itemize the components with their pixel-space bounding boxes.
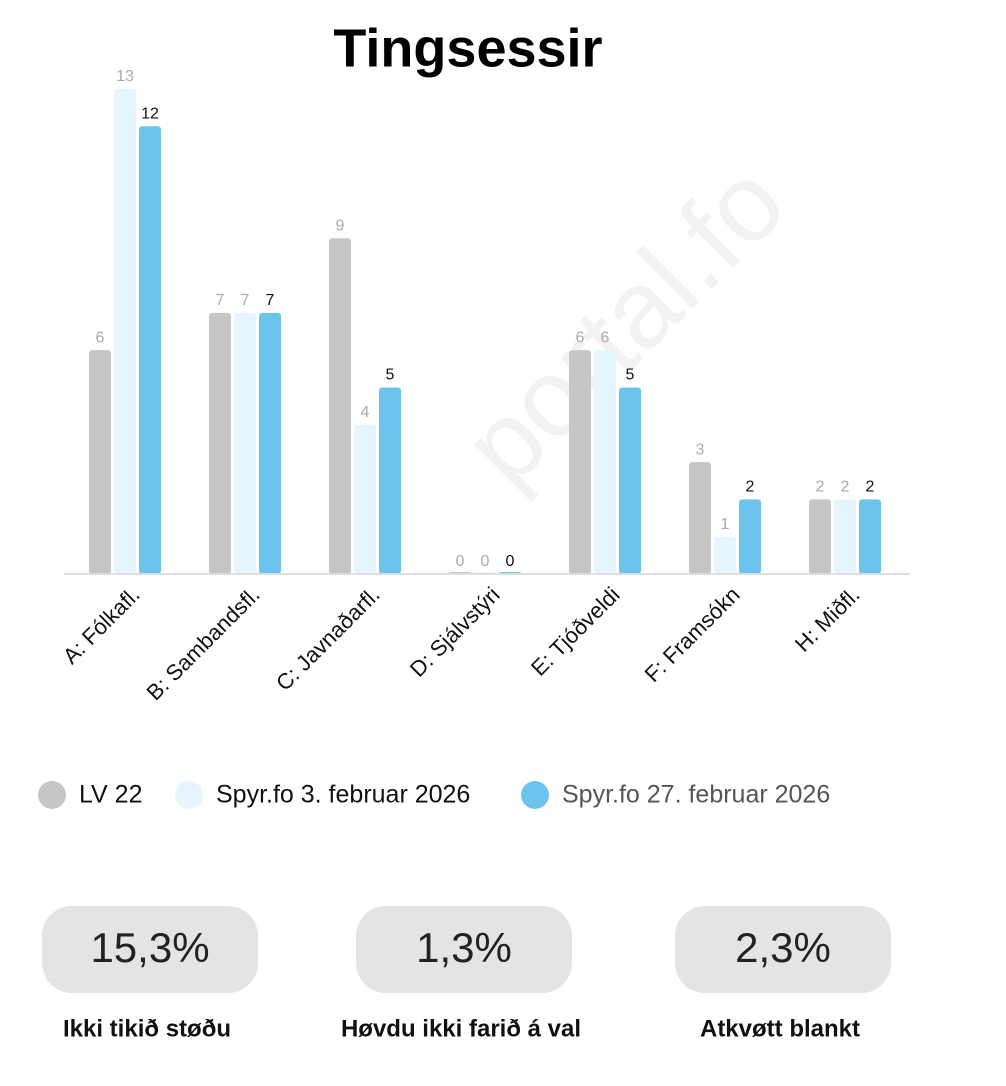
stat-box [42, 906, 258, 993]
stat-label: Atkvøtt blankt [700, 1015, 860, 1042]
x-tick-label: C: Javnaðarfl. [271, 582, 385, 696]
value-label: 1 [721, 516, 730, 533]
value-label: 2 [816, 479, 825, 496]
legend-label: Spyr.fo 3. februar 2026 [216, 781, 470, 809]
value-label: 5 [386, 367, 395, 384]
chart-title: Tingsessir [333, 18, 602, 78]
bar [739, 499, 761, 574]
stat-label: Høvdu ikki farið á val [341, 1015, 581, 1042]
value-label: 2 [746, 479, 755, 496]
bar [859, 499, 881, 574]
value-label: 5 [626, 367, 635, 384]
value-label: 6 [576, 329, 585, 346]
stat-value: 1,3% [416, 924, 512, 971]
value-label: 12 [141, 106, 159, 123]
x-tick-label: E: Tjóðveldi [526, 582, 625, 681]
bar [689, 462, 711, 574]
x-tick-label: F: Framsókn [640, 582, 745, 687]
legend-label: LV 22 [79, 781, 142, 809]
value-label: 2 [866, 479, 875, 496]
value-label: 7 [266, 292, 275, 309]
stat-value: 2,3% [735, 924, 831, 971]
value-label: 0 [481, 553, 490, 570]
bar [594, 350, 616, 574]
value-label: 0 [506, 553, 515, 570]
legend-marker [38, 781, 66, 809]
value-label: 6 [601, 329, 610, 346]
value-label: 7 [241, 292, 250, 309]
value-label: 0 [456, 553, 465, 570]
x-tick-label: B: Sambandsfl. [141, 582, 264, 705]
bar [714, 536, 736, 574]
value-label: 4 [361, 404, 370, 421]
value-label: 7 [216, 292, 225, 309]
x-tick-label: A: Fólkafl. [58, 582, 145, 669]
bar [569, 350, 591, 574]
bar [329, 238, 351, 574]
stat-value: 15,3% [90, 924, 209, 971]
value-label: 2 [841, 479, 850, 496]
bar [619, 387, 641, 574]
value-label: 6 [96, 329, 105, 346]
bar [259, 312, 281, 574]
bar [209, 312, 231, 574]
bar [379, 387, 401, 574]
value-label: 9 [336, 217, 345, 234]
x-tick-label: D: Sjálvstýri [405, 582, 505, 682]
bar [354, 424, 376, 574]
legend-label: Spyr.fo 27. februar 2026 [562, 781, 830, 809]
bar [809, 499, 831, 574]
bar [834, 499, 856, 574]
value-label: 13 [116, 68, 134, 85]
stat-box [675, 906, 891, 993]
value-label: 3 [696, 441, 705, 458]
legend-marker [175, 781, 203, 809]
stat-label: Ikki tikið støðu [63, 1015, 231, 1042]
bar [114, 89, 136, 574]
bar [89, 350, 111, 574]
legend-marker [521, 781, 549, 809]
bar [139, 126, 161, 575]
x-tick-label: H: Miðfl. [790, 582, 865, 657]
bar [234, 312, 256, 574]
stat-box [356, 906, 572, 993]
